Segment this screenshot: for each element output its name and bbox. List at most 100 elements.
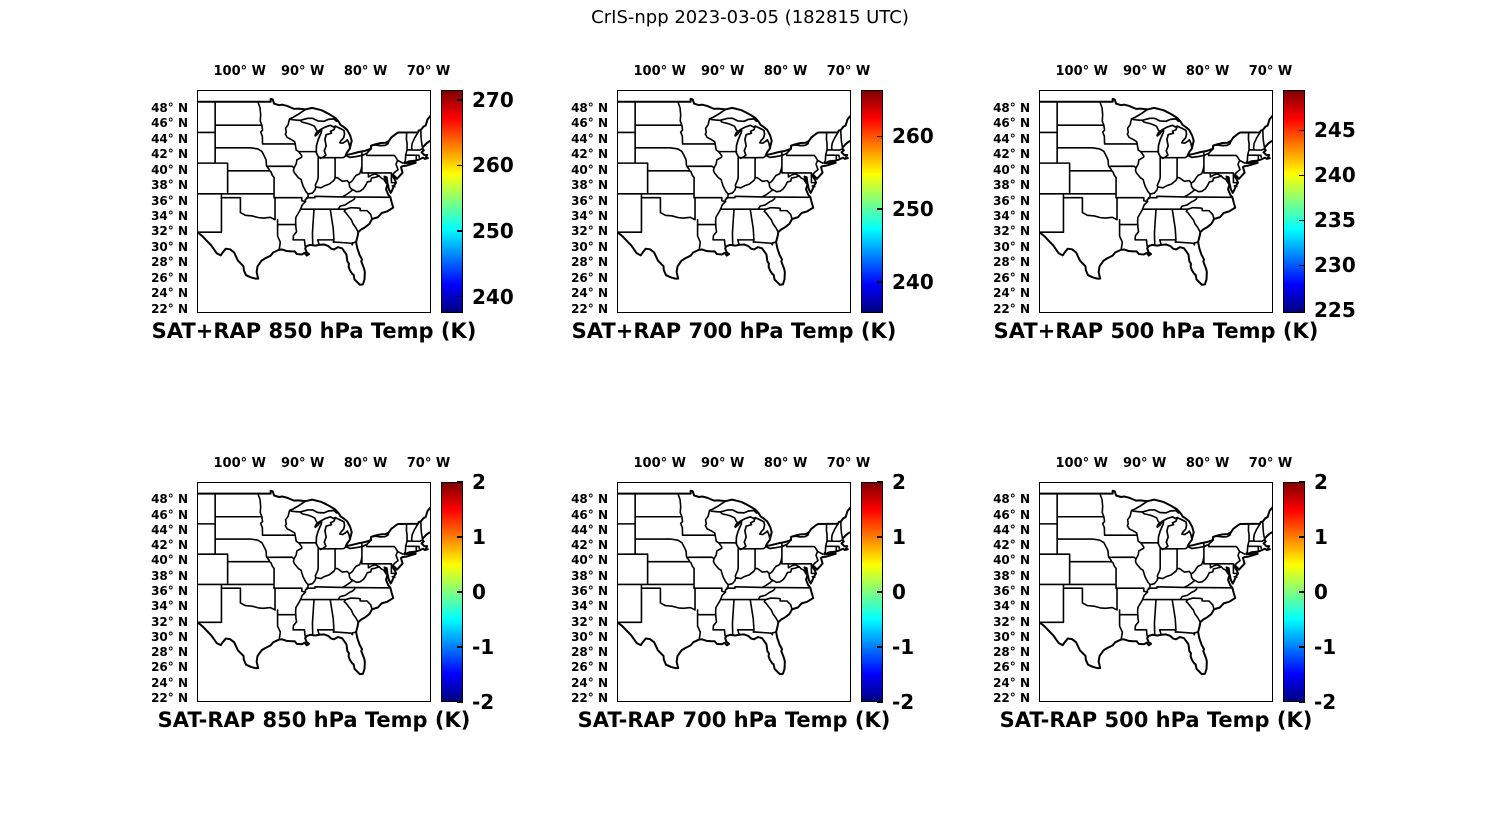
lat-tick-label: 34° N xyxy=(993,208,1030,223)
lon-tick-label: 100° W xyxy=(213,456,267,471)
lon-tick-label: 80° W xyxy=(1185,64,1230,79)
lat-tick-label: 34° N xyxy=(571,208,608,223)
colorbar-tick-label: 1 xyxy=(1314,525,1328,549)
lat-tick-label: 24° N xyxy=(151,286,188,301)
colorbar-tick-mark xyxy=(457,481,463,483)
colorbar-tick-mark xyxy=(1299,174,1305,177)
lat-tick-label: 36° N xyxy=(151,193,188,208)
colorbar-tick-container: -2 -1 0 1 2 xyxy=(113,442,533,744)
colorbar-tick-mark xyxy=(877,135,883,138)
lat-tick-label: 38° N xyxy=(571,568,608,583)
lon-tick-label: 70° W xyxy=(826,456,871,471)
colorbar-tick-label: -1 xyxy=(472,635,495,659)
lat-tick-label: 38° N xyxy=(151,178,188,192)
lon-tick-label: 90° W xyxy=(700,456,745,471)
colorbar-tick-label: -1 xyxy=(1314,635,1337,659)
latitude-axis: 48° N 46° N 44° N 42° N 40° N 38° N 36° N 34° N… xyxy=(533,50,953,355)
map-panel-1: 100° W 90° W 80° W 70° W 48° N 46° N 44° N 42°… xyxy=(113,50,533,355)
lat-tick-label: 38° N xyxy=(993,568,1030,583)
lat-tick-label: 26° N xyxy=(151,270,188,285)
longitude-axis: 100° W 90° W 80° W 70° W xyxy=(533,50,953,355)
colorbar-tick-mark xyxy=(1299,129,1305,132)
colorbar-tick-mark xyxy=(457,591,463,593)
panel-title: SAT-RAP 700 hPa Temp (K) xyxy=(577,708,891,732)
lat-tick-label: 46° N xyxy=(993,507,1030,522)
lat-tick-label: 32° N xyxy=(571,224,608,239)
lat-tick-label: 26° N xyxy=(993,270,1030,285)
lat-tick-label: 46° N xyxy=(571,507,608,522)
lat-tick-label: 26° N xyxy=(993,660,1030,675)
lat-tick-label: 30° N xyxy=(151,629,188,644)
lat-tick-label: 34° N xyxy=(151,208,188,223)
map-plot-area xyxy=(1039,90,1273,313)
colorbar-tick-label: 235 xyxy=(1314,208,1356,233)
coastline-and-national-border xyxy=(198,99,430,285)
colorbar xyxy=(1283,90,1305,313)
lat-tick-label: 28° N xyxy=(571,255,608,270)
lon-tick-label: 90° W xyxy=(700,64,745,79)
colorbar-tick-label: 260 xyxy=(472,153,514,178)
colorbar-tick-container: 240 250 260 270 xyxy=(113,50,533,355)
colorbar-tick-container: 240 250 260 xyxy=(533,50,953,355)
coastline-and-national-border xyxy=(1040,99,1272,285)
lat-tick-label: 46° N xyxy=(151,116,188,131)
longitude-axis: 100° W 90° W 80° W 70° W xyxy=(533,442,953,744)
lon-tick-label: 80° W xyxy=(1185,456,1230,471)
lat-tick-label: 26° N xyxy=(571,660,608,675)
state-boundaries xyxy=(1040,494,1264,640)
lat-tick-label: 24° N xyxy=(571,675,608,690)
panel-title: SAT+RAP 850 hPa Temp (K) xyxy=(151,319,477,343)
great-lakes-shorelines xyxy=(710,501,809,549)
colorbar-tick-mark xyxy=(877,281,883,283)
lon-tick-label: 90° W xyxy=(1122,64,1167,79)
lat-tick-label: 32° N xyxy=(151,224,188,239)
lon-tick-label: 80° W xyxy=(763,456,808,471)
lon-tick-label: 100° W xyxy=(633,456,687,471)
lat-tick-label: 48° N xyxy=(993,100,1030,115)
lon-tick-label: 100° W xyxy=(1055,64,1109,79)
lat-tick-label: 48° N xyxy=(151,100,188,115)
colorbar-tick-container: -2 -1 0 1 2 xyxy=(955,442,1375,744)
colorbar-tick-label: 2 xyxy=(472,470,486,494)
map-plot-area xyxy=(617,482,851,702)
lat-tick-label: 30° N xyxy=(993,239,1030,254)
lat-tick-label: 22° N xyxy=(571,301,608,316)
lat-tick-label: 48° N xyxy=(993,492,1030,507)
lat-tick-label: 32° N xyxy=(993,224,1030,239)
colorbar-tick-mark xyxy=(877,208,883,210)
longitude-axis: 100° W 90° W 80° W 70° W xyxy=(955,442,1375,744)
lat-tick-label: 42° N xyxy=(993,147,1030,162)
latitude-axis: 48° N 46° N 44° N 42° N 40° N 38° N 36° N 34° N… xyxy=(113,442,533,744)
lat-tick-label: 44° N xyxy=(151,522,188,537)
lat-tick-label: 38° N xyxy=(571,178,608,192)
colorbar-tick-mark xyxy=(457,230,463,232)
colorbar-tick-mark xyxy=(457,295,463,298)
lon-tick-label: 90° W xyxy=(1122,456,1167,471)
lat-tick-label: 36° N xyxy=(571,584,608,598)
lat-tick-label: 40° N xyxy=(571,553,608,568)
lat-tick-label: 32° N xyxy=(571,614,608,629)
colorbar-tick-mark xyxy=(457,164,463,167)
lat-tick-label: 28° N xyxy=(993,645,1030,660)
lat-tick-label: 24° N xyxy=(571,286,608,301)
colorbar-tick-label: 0 xyxy=(1314,580,1328,604)
lon-tick-label: 100° W xyxy=(213,64,267,79)
lat-tick-label: 36° N xyxy=(993,584,1030,598)
us-states-map xyxy=(198,91,430,312)
coastline-and-national-border xyxy=(198,491,430,674)
lat-tick-label: 30° N xyxy=(571,629,608,644)
latitude-axis: 48° N 46° N 44° N 42° N 40° N 38° N 36° N 34° N… xyxy=(113,50,533,355)
great-lakes-shorelines xyxy=(1132,109,1231,158)
lon-tick-label: 70° W xyxy=(826,64,871,79)
map-plot-area xyxy=(197,90,431,313)
colorbar-tick-mark xyxy=(877,701,883,703)
colorbar-tick-label: 0 xyxy=(892,580,906,604)
colorbar-tick-label: 245 xyxy=(1314,118,1356,143)
longitude-axis: 100° W 90° W 80° W 70° W xyxy=(113,50,533,355)
state-boundaries xyxy=(618,102,842,250)
colorbar-tick-mark xyxy=(457,701,463,703)
lat-tick-label: 22° N xyxy=(993,301,1030,316)
us-states-map xyxy=(618,91,850,312)
lat-tick-label: 42° N xyxy=(151,147,188,162)
colorbar-tick-label: 240 xyxy=(1314,163,1356,188)
